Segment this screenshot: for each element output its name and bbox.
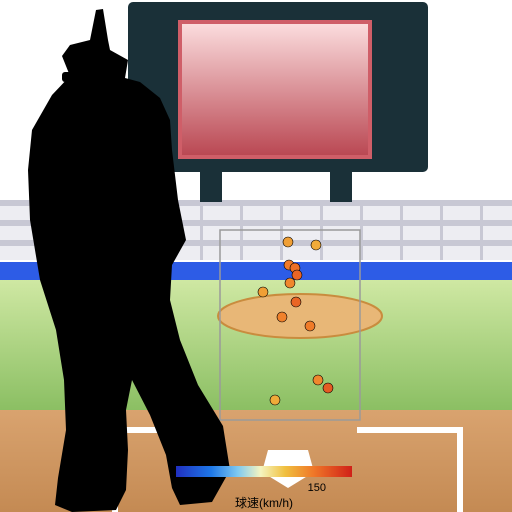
scoreboard-screen [180, 22, 370, 157]
pitch-location-chart: 100 150 球速(km/h) [0, 0, 512, 512]
pitch-marker [277, 312, 287, 322]
pitch-marker [270, 395, 280, 405]
pitch-marker [285, 278, 295, 288]
pitch-marker [291, 297, 301, 307]
pitch-marker [311, 240, 321, 250]
pitch-marker [305, 321, 315, 331]
pitch-marker [323, 383, 333, 393]
pitch-marker [258, 287, 268, 297]
colorbar-tick: 150 [308, 482, 326, 494]
pitch-marker [313, 375, 323, 385]
colorbar [176, 466, 352, 477]
colorbar-label: 球速(km/h) [235, 496, 293, 510]
colorbar-tick: 100 [190, 482, 208, 494]
pitch-marker [283, 237, 293, 247]
pitch-marker [292, 270, 302, 280]
